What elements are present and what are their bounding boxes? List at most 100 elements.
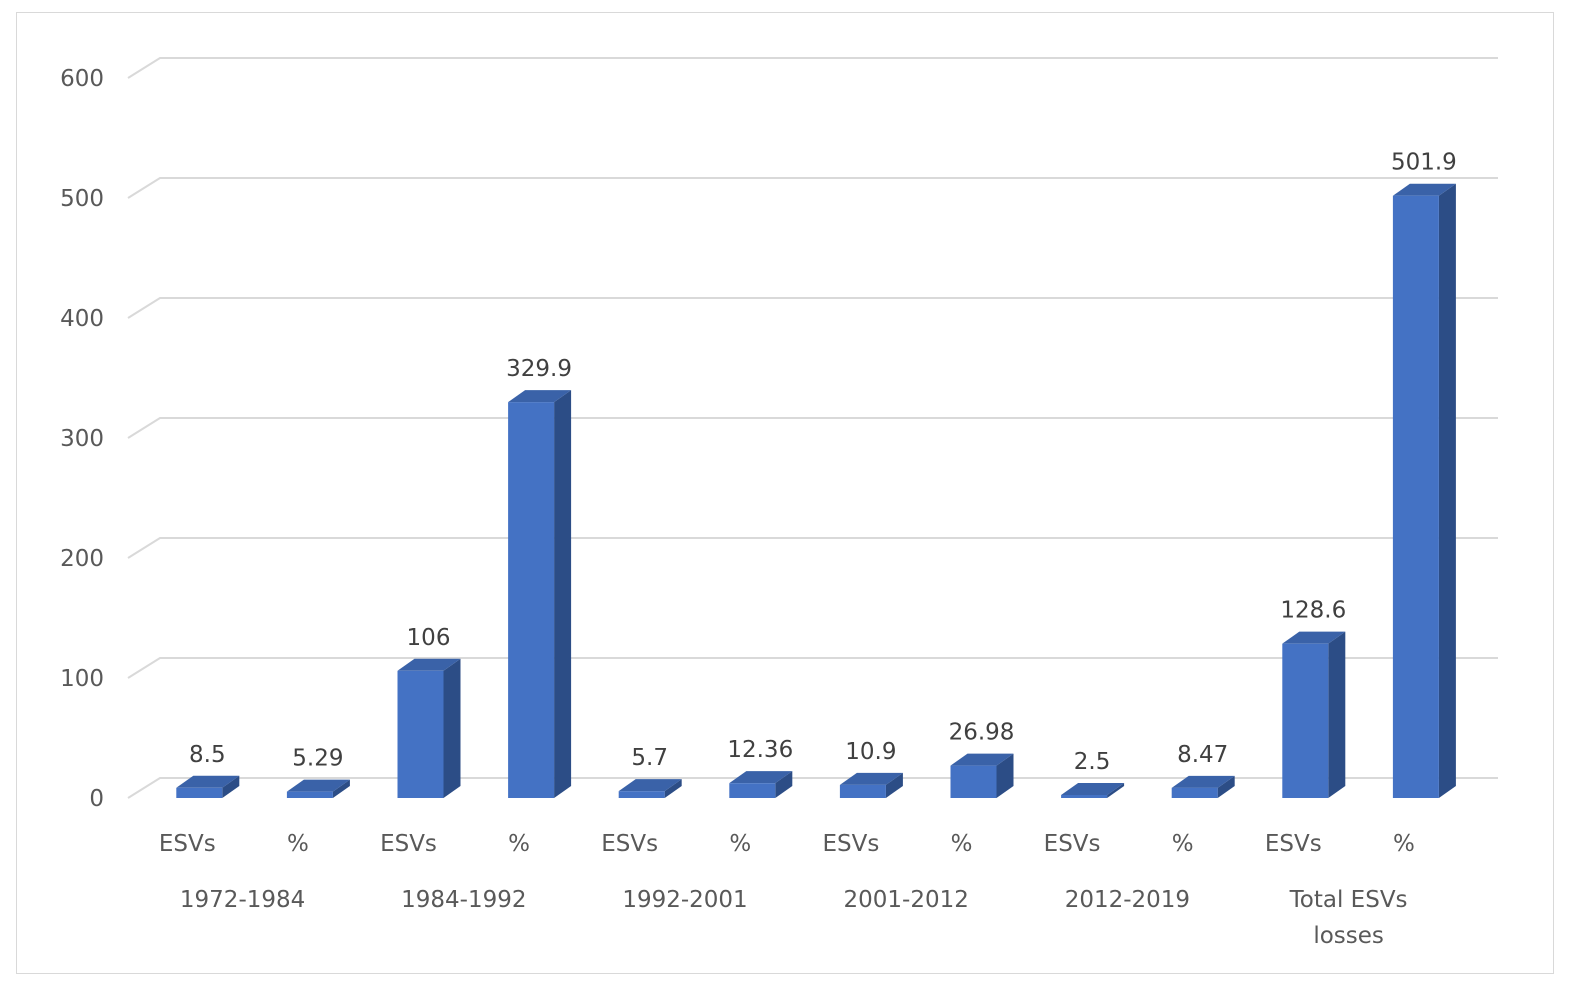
category-label: ESVs bbox=[159, 831, 216, 857]
bar-side bbox=[332, 779, 350, 798]
category-label: ESVs bbox=[822, 831, 879, 857]
gridline bbox=[127, 777, 1498, 799]
bar-top bbox=[1171, 775, 1235, 788]
category-label: % bbox=[729, 831, 751, 857]
gridline bbox=[127, 417, 1498, 439]
y-tick-label: 200 bbox=[60, 546, 104, 572]
bar-side bbox=[1438, 183, 1456, 799]
bar-top bbox=[508, 390, 572, 403]
y-tick-label: 300 bbox=[60, 426, 104, 452]
bar bbox=[397, 658, 461, 798]
data-label: 501.9 bbox=[1391, 150, 1457, 176]
x-axis-groups: 1972-1984 1984-1992 1992-2001 2001-2012 2012… bbox=[180, 887, 1408, 949]
bar-side bbox=[885, 772, 903, 798]
category-label: % bbox=[508, 831, 530, 857]
group-label: 1984-1992 bbox=[401, 887, 526, 913]
bar bbox=[176, 775, 240, 798]
y-axis-ticks: 0 100 200 300 400 500 600 bbox=[60, 66, 104, 812]
bar bbox=[729, 771, 793, 798]
bar-top bbox=[397, 658, 461, 671]
bar bbox=[1171, 775, 1235, 798]
x-axis-categories: ESVs% ESVs% ESVs% ESVs% ESVs% ESVs% bbox=[159, 831, 1415, 857]
bar-side bbox=[664, 779, 682, 798]
bar-top bbox=[729, 771, 793, 784]
bar-side bbox=[554, 390, 572, 798]
category-label: ESVs bbox=[380, 831, 437, 857]
bar-side bbox=[443, 658, 461, 798]
data-label: 128.6 bbox=[1280, 598, 1346, 624]
bar-front bbox=[508, 402, 555, 798]
y-tick-label: 500 bbox=[60, 186, 104, 212]
category-label: ESVs bbox=[601, 831, 658, 857]
bar bbox=[1282, 631, 1346, 798]
y-tick-label: 600 bbox=[60, 66, 104, 92]
bar-top bbox=[1282, 631, 1346, 644]
bar-front bbox=[729, 783, 776, 798]
bars bbox=[176, 183, 1456, 799]
bar bbox=[618, 779, 682, 798]
category-label: ESVs bbox=[1044, 831, 1101, 857]
bar-front bbox=[1392, 195, 1439, 799]
gridline bbox=[127, 57, 1498, 79]
data-label: 5.7 bbox=[631, 745, 668, 771]
bar bbox=[839, 772, 903, 798]
data-label: 8.47 bbox=[1177, 742, 1228, 768]
bar bbox=[508, 390, 572, 798]
y-tick-label: 400 bbox=[60, 306, 104, 332]
bar bbox=[950, 753, 1014, 798]
data-label: 2.5 bbox=[1074, 749, 1111, 775]
data-labels: 8.5 5.29 106 329.9 5.7 12.36 10.9 26.98 2.5 8.47 1… bbox=[189, 150, 1457, 775]
bar-front bbox=[1061, 795, 1108, 798]
bar-side bbox=[775, 771, 793, 798]
y-tick-label: 0 bbox=[89, 786, 104, 812]
bar-front bbox=[286, 791, 333, 798]
data-label: 26.98 bbox=[949, 720, 1015, 746]
group-label: Total ESVs losses bbox=[1289, 887, 1408, 949]
data-label: 329.9 bbox=[506, 356, 572, 382]
bar bbox=[286, 779, 350, 798]
bar-front bbox=[397, 670, 444, 798]
data-label: 10.9 bbox=[845, 739, 896, 765]
gridlines bbox=[127, 57, 1498, 799]
bar-front bbox=[839, 784, 886, 798]
bar bbox=[1061, 783, 1125, 798]
gridline bbox=[127, 537, 1498, 559]
bar-side bbox=[1328, 631, 1346, 798]
bar-front bbox=[618, 791, 665, 798]
gridline bbox=[127, 297, 1498, 319]
data-label: 8.5 bbox=[189, 742, 226, 768]
bar bbox=[1392, 183, 1456, 799]
bar-front bbox=[176, 787, 223, 798]
bar-side bbox=[222, 775, 240, 798]
category-label: % bbox=[951, 831, 973, 857]
category-label: ESVs bbox=[1265, 831, 1322, 857]
bar-top bbox=[618, 779, 682, 792]
bar-top bbox=[1061, 783, 1125, 795]
gridline bbox=[127, 657, 1498, 679]
gridline bbox=[127, 177, 1498, 199]
group-label: 2001-2012 bbox=[844, 887, 969, 913]
category-label: % bbox=[1172, 831, 1194, 857]
data-label: 106 bbox=[407, 625, 451, 651]
category-label: % bbox=[1393, 831, 1415, 857]
bar-top bbox=[286, 779, 350, 792]
group-label: 2012-2019 bbox=[1065, 887, 1190, 913]
bar-front bbox=[950, 765, 997, 798]
chart-frame bbox=[16, 12, 1554, 974]
group-label: 1992-2001 bbox=[622, 887, 747, 913]
bar-front bbox=[1171, 787, 1218, 798]
bar-front bbox=[1282, 643, 1329, 798]
data-label: 5.29 bbox=[292, 746, 343, 772]
category-label: % bbox=[287, 831, 309, 857]
bar-top bbox=[1392, 183, 1456, 196]
bar-top bbox=[839, 772, 903, 785]
bar-side bbox=[1217, 775, 1235, 798]
data-label: 12.36 bbox=[727, 737, 793, 763]
y-tick-label: 100 bbox=[60, 666, 104, 692]
group-label: 1972-1984 bbox=[180, 887, 305, 913]
bar-top bbox=[176, 775, 240, 788]
bar-top bbox=[950, 753, 1014, 766]
bar-side bbox=[1107, 783, 1125, 798]
bar-side bbox=[996, 753, 1014, 798]
